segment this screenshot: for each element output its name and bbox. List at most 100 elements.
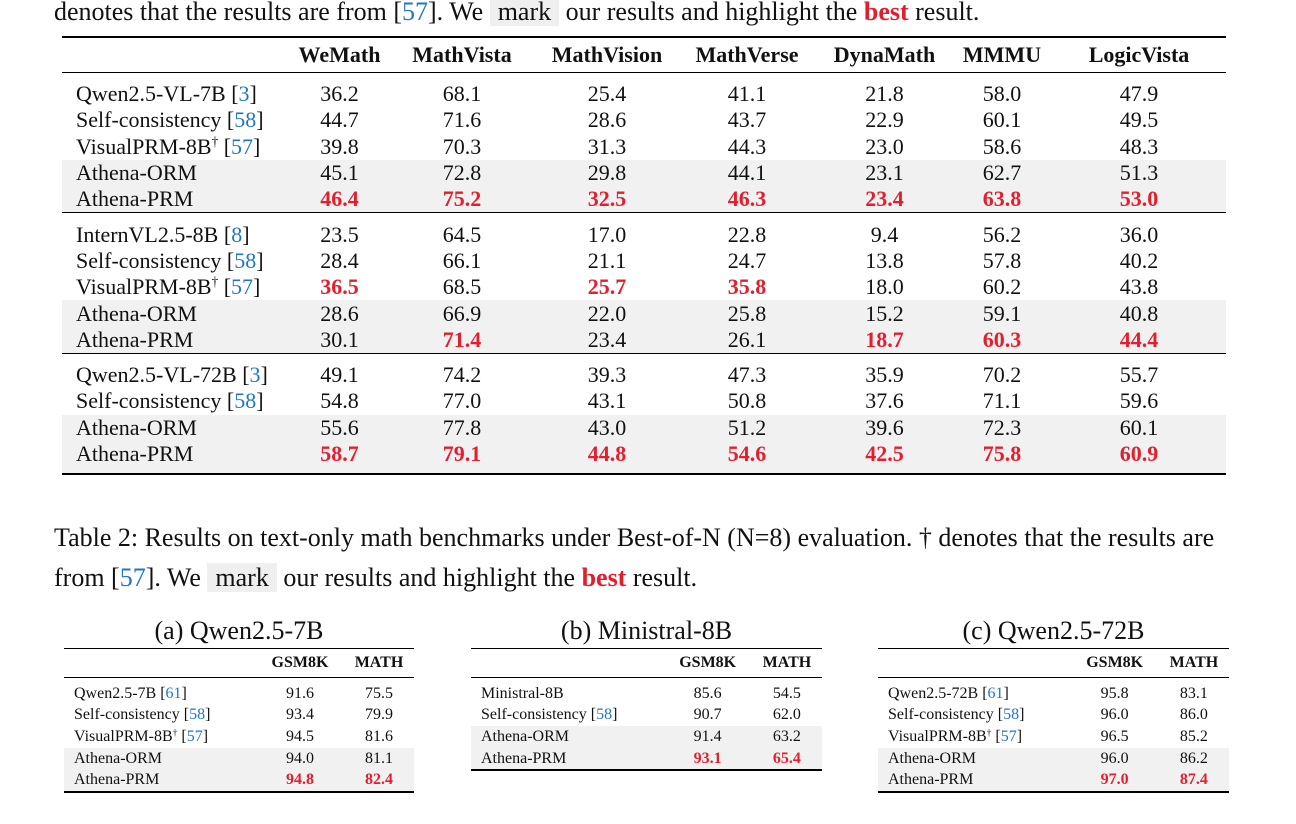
- score-cell: 47.9: [1119, 81, 1159, 107]
- method-cell: VisualPRM-8B† [57]: [888, 727, 1023, 745]
- score-cell: 60.1: [982, 107, 1022, 133]
- score-cell: 58.6: [982, 133, 1022, 159]
- method-name: Athena-PRM: [76, 441, 194, 466]
- score-cell: 83.1: [1179, 684, 1208, 702]
- subtable-title: (a) Qwen2.5-7B: [154, 616, 324, 645]
- score-cell: 54.5: [772, 684, 801, 702]
- table-row: Athena-PRM 46.4 75.2 32.5 46.3 23.4 63.8 53.0: [62, 186, 1226, 213]
- caption-text: our results and highlight the: [283, 563, 576, 592]
- method-name: Self-consistency: [76, 247, 222, 273]
- table-row: Self-consistency [58] 96.0 86.0: [878, 705, 1229, 727]
- method-name: Self-consistency: [76, 388, 222, 414]
- score-cell: 86.2: [1158, 747, 1229, 770]
- column-header: GSM8K: [663, 648, 752, 678]
- score-cell: 46.4: [292, 186, 387, 213]
- citation-link[interactable]: 58: [234, 247, 257, 273]
- method-name: Qwen2.5-72B: [888, 684, 979, 702]
- score-cell: 54.8: [320, 388, 359, 414]
- citation-link[interactable]: 3: [249, 362, 261, 388]
- table-row: Ministral-8B 85.6 54.5: [471, 678, 822, 705]
- citation-link[interactable]: 57: [231, 274, 254, 300]
- citation-link[interactable]: 58: [1003, 706, 1020, 724]
- score-cell: 18.0: [865, 274, 904, 300]
- score-cell: 24.7: [727, 247, 767, 273]
- subtable-b: (b) Ministral-8B GSM8K MATH Ministral-8B 85.…: [471, 614, 822, 772]
- citation-link[interactable]: 61: [165, 684, 182, 702]
- column-header: MATH: [751, 648, 822, 678]
- table-row: Athena-ORM 94.0 81.1: [64, 747, 414, 770]
- subtable-title: (b) Ministral-8B: [560, 616, 733, 645]
- score-cell: 29.8: [537, 159, 677, 187]
- table-row: Athena-PRM 93.1 65.4: [471, 747, 822, 772]
- score-cell: 72.8: [387, 159, 537, 187]
- table-row: Qwen2.5-VL-72B [3] 49.1 74.2 39.3 47.3 35.9 70…: [62, 352, 1226, 389]
- citation-link[interactable]: 8: [231, 221, 243, 247]
- table-row: Athena-ORM 28.6 66.9 22.0 25.8 15.2 59.1 40.8: [62, 300, 1226, 327]
- citation-link[interactable]: 3: [238, 81, 250, 107]
- model-group: Qwen2.5-VL-7B [3] 36.2 68.1 25.4 41.1 21.8 58.…: [62, 73, 1226, 213]
- header-method: [878, 648, 1071, 678]
- method-name: Athena-PRM: [74, 771, 160, 789]
- score-cell: 51.3: [1052, 159, 1226, 187]
- method-cell: VisualPRM-8B† [57]: [76, 274, 261, 300]
- score-cell: 23.4: [817, 186, 952, 213]
- score-cell: 39.8: [320, 133, 359, 159]
- caption-text: ]. We: [428, 0, 484, 26]
- score-cell: 71.1: [982, 388, 1022, 414]
- score-cell: 42.5: [817, 440, 952, 476]
- table-row: Athena-PRM 97.0 87.4: [878, 769, 1229, 793]
- score-cell: 40.2: [1119, 247, 1159, 273]
- score-cell: 60.3: [952, 326, 1052, 354]
- subtable-header-row: GSM8K MATH: [64, 648, 414, 678]
- dagger-mark: †: [211, 133, 219, 149]
- citation-link[interactable]: 61: [987, 684, 1004, 702]
- score-cell: 97.0: [1070, 769, 1159, 793]
- score-cell: 55.6: [292, 414, 387, 441]
- citation-link[interactable]: 57: [1000, 727, 1017, 745]
- score-cell: 49.1: [292, 352, 387, 389]
- score-cell: 81.1: [344, 747, 414, 770]
- score-cell: 43.0: [537, 414, 677, 441]
- citation-link[interactable]: 57: [231, 133, 254, 159]
- column-header: MMMU: [952, 37, 1052, 73]
- method-cell: Athena-ORM: [64, 747, 256, 770]
- citation-link[interactable]: 57: [186, 727, 203, 745]
- column-header: DynaMath: [817, 37, 952, 73]
- table-row: Athena-ORM 96.0 86.2: [878, 747, 1229, 770]
- score-cell: 32.5: [537, 186, 677, 213]
- score-cell: 81.6: [365, 727, 393, 745]
- method-name: Athena-PRM: [76, 186, 194, 212]
- mark-highlight-sample: mark: [489, 0, 560, 26]
- method-name: Athena-ORM: [76, 160, 197, 186]
- column-header: WeMath: [292, 37, 387, 73]
- score-cell: 91.6: [286, 684, 314, 702]
- best-highlight-sample: best: [581, 563, 627, 592]
- citation-link[interactable]: 57: [402, 0, 428, 26]
- score-cell: 22.0: [537, 300, 677, 327]
- score-cell: 25.7: [587, 274, 627, 300]
- citation-link[interactable]: 58: [189, 706, 206, 724]
- score-cell: 91.4: [663, 726, 752, 748]
- citation-link[interactable]: 58: [234, 107, 257, 133]
- citation-link[interactable]: 58: [596, 706, 613, 724]
- method-cell: Athena-PRM: [62, 186, 292, 213]
- citation-link[interactable]: 57: [119, 563, 146, 592]
- score-cell: 43.1: [587, 388, 627, 414]
- method-cell: Qwen2.5-7B [61]: [74, 684, 187, 702]
- method-cell: VisualPRM-8B† [57]: [74, 727, 209, 745]
- model-group: Qwen2.5-VL-72B [3] 49.1 74.2 39.3 47.3 35.9 70…: [62, 352, 1226, 476]
- dagger-mark: †: [211, 274, 219, 290]
- score-cell: 25.8: [677, 300, 817, 327]
- score-cell: 45.1: [292, 159, 387, 187]
- score-cell: 21.1: [587, 247, 627, 273]
- method-name: Qwen2.5-VL-72B: [76, 362, 237, 388]
- score-cell: 94.8: [256, 769, 344, 793]
- score-cell: 57.8: [982, 247, 1022, 273]
- column-header: GSM8K: [256, 648, 344, 678]
- score-cell: 36.2: [320, 81, 359, 107]
- citation-link[interactable]: 58: [234, 388, 257, 414]
- method-cell: Athena-ORM: [471, 726, 664, 748]
- table-row: Self-consistency [58] 90.7 62.0: [471, 705, 822, 727]
- table-row: Athena-ORM 45.1 72.8 29.8 44.1 23.1 62.7 51.3: [62, 159, 1226, 187]
- caption-text: ]. We: [145, 563, 201, 592]
